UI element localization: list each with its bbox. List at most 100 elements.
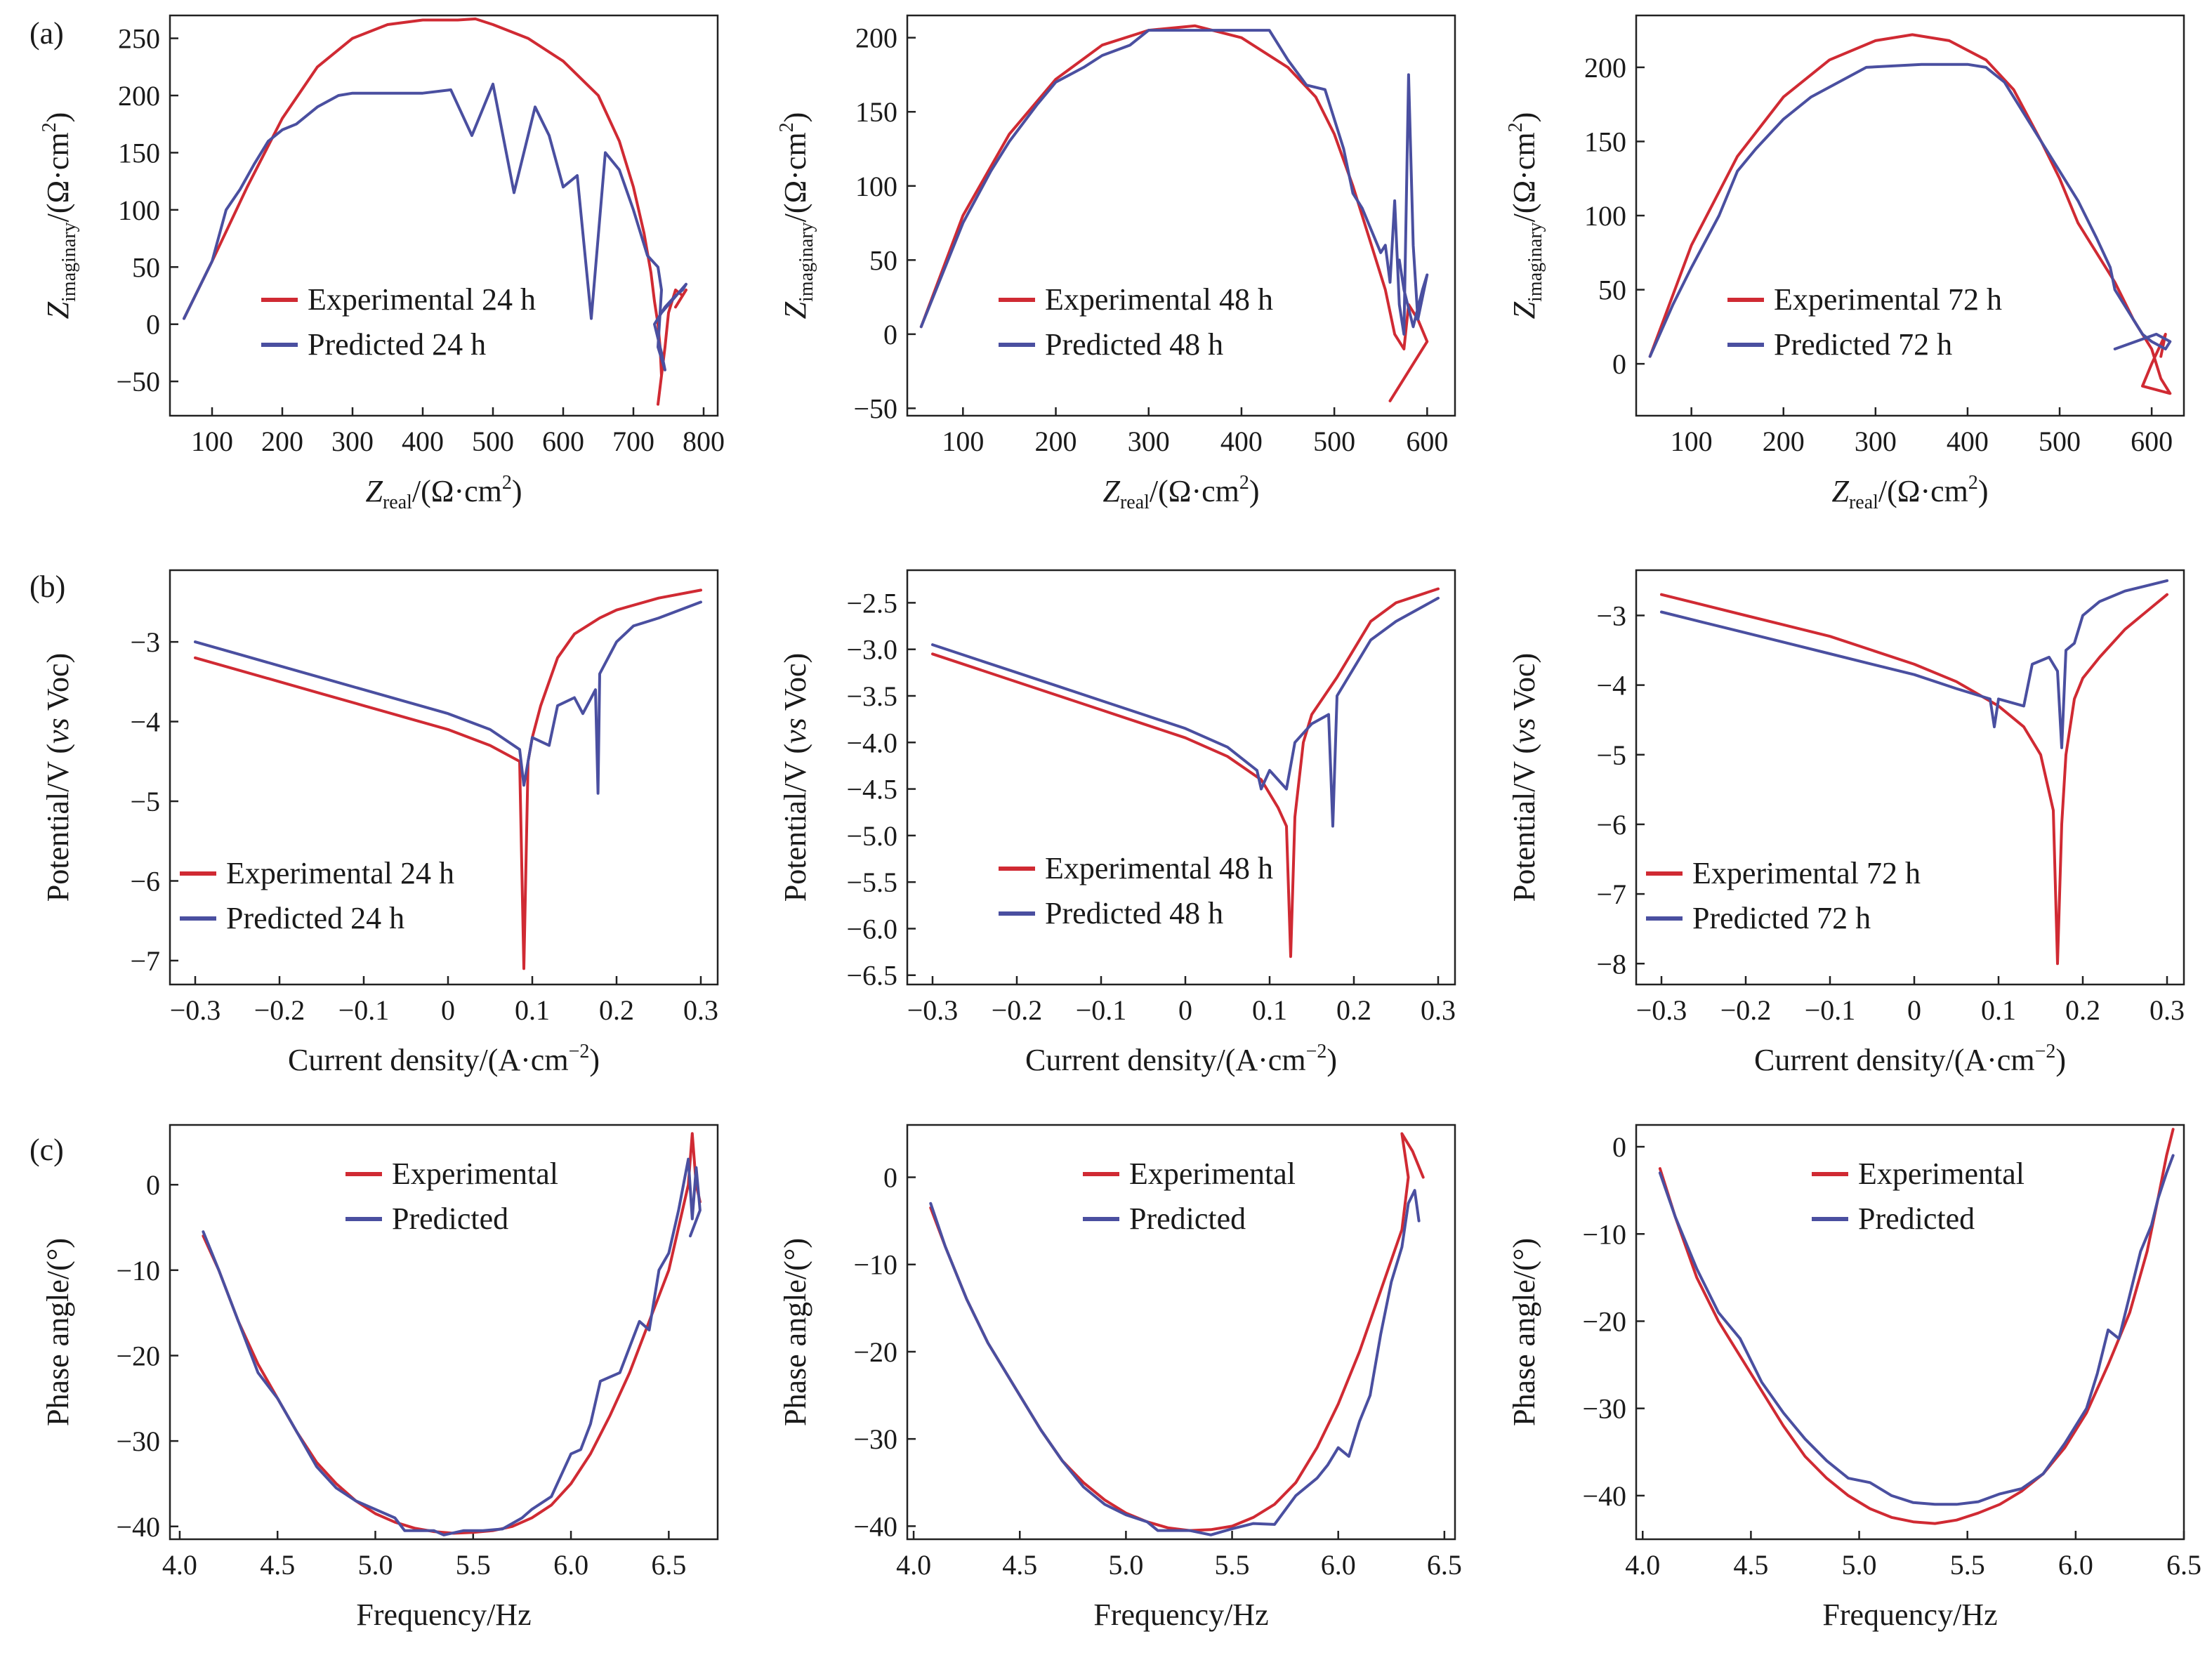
- y-tick-label: −20: [116, 1340, 160, 1371]
- x-label-superscript: 2: [1239, 472, 1249, 494]
- y-tick-label: −7: [130, 945, 160, 977]
- y-label-subscript: imaginary: [1525, 222, 1546, 302]
- x-label-text: Current density/(A·cm: [1754, 1043, 2035, 1077]
- legend-label-experimental: Experimental 48 h: [1045, 851, 1273, 885]
- x-tick-label: 0: [441, 994, 455, 1026]
- plot-frame: [169, 14, 719, 417]
- y-label-vs: vs: [778, 718, 812, 744]
- y-tick-label: 0: [1612, 348, 1626, 380]
- series-line-experimental: [194, 588, 702, 970]
- x-tick-label: −0.2: [992, 994, 1043, 1026]
- x-tick-label: 200: [1035, 426, 1077, 457]
- x-tick-label: 0.2: [2065, 994, 2100, 1026]
- panel-tag-a: (a): [29, 16, 64, 51]
- x-tick-label: 300: [1855, 426, 1897, 457]
- x-axis-label: Frequency/Hz: [1093, 1598, 1268, 1632]
- y-tick-label: −3.5: [846, 680, 897, 712]
- y-label-text: Potential/V (: [1507, 744, 1541, 902]
- y-label-vs: vs: [41, 718, 75, 744]
- x-tick-label: 6.5: [1427, 1549, 1462, 1581]
- x-tick-label: 0.2: [599, 994, 634, 1026]
- x-tick-label: 0.3: [683, 994, 718, 1026]
- x-tick-label: 6.5: [651, 1549, 686, 1581]
- x-label-subscript: real: [1120, 492, 1150, 513]
- y-tick-label: −50: [853, 393, 897, 424]
- x-axis-label: Frequency/Hz: [1822, 1598, 1997, 1632]
- y-tick-label: −10: [1582, 1218, 1626, 1250]
- series-line-experimental: [1648, 33, 2172, 395]
- x-tick-label: 600: [2131, 426, 2173, 457]
- y-tick-label: −8: [1596, 948, 1626, 980]
- y-label-superscript: 2: [39, 122, 60, 132]
- x-label-superscript: −2: [2035, 1041, 2056, 1062]
- x-tick-label: −0.2: [254, 994, 305, 1026]
- y-label-vs: vs: [1507, 718, 1541, 744]
- x-tick-label: 400: [402, 426, 444, 457]
- x-tick-label: 4.5: [260, 1549, 295, 1581]
- plot-frame: [1635, 569, 2185, 986]
- x-label-superscript: 2: [1968, 472, 1978, 494]
- y-tick-label: −5: [1596, 739, 1626, 771]
- series-line-experimental: [929, 1132, 1425, 1532]
- x-tick-label: 5.5: [1215, 1549, 1250, 1581]
- y-tick-label: 200: [118, 80, 160, 112]
- y-tick-label: 100: [855, 171, 897, 202]
- legend-label-predicted: Predicted 24 h: [308, 327, 486, 362]
- x-tick-label: 600: [542, 426, 584, 457]
- series-line-experimental: [183, 17, 687, 406]
- legend-label-experimental: Experimental 24 h: [308, 282, 536, 317]
- x-label-unit: /(Ω·cm: [412, 474, 502, 508]
- chart-c3: 4.0 4.5 5.0 5.5 6.0 6.5 −40 −30 −20 −10 0 Frequency…: [1507, 1124, 2201, 1632]
- x-axis-label: Current density/(A·cm−2): [1754, 1041, 2066, 1077]
- y-tick-label: −20: [1582, 1305, 1626, 1337]
- y-tick-label: −5.0: [846, 820, 897, 852]
- y-tick-label: −6: [1596, 809, 1626, 841]
- x-tick-label: 100: [942, 426, 984, 457]
- y-label-superscript: 2: [776, 122, 798, 132]
- series-line-experimental: [1660, 593, 2168, 966]
- x-tick-label: 400: [1220, 426, 1263, 457]
- x-tick-label: 4.0: [162, 1549, 197, 1581]
- x-label-text: Current density/(A·cm: [1025, 1043, 1306, 1077]
- series-line-experimental: [919, 24, 1429, 402]
- chart-a2: 100 200 300 400 500 600−50050100150200Zreal/(…: [776, 14, 1456, 513]
- legend-label-predicted: Predicted: [1129, 1201, 1246, 1236]
- x-label-close: ): [512, 474, 522, 508]
- series-line-predicted: [1660, 579, 2168, 749]
- plot-frame: [906, 569, 1456, 986]
- x-tick-label: 0.1: [1252, 994, 1287, 1026]
- x-tick-label: −0.1: [1076, 994, 1127, 1026]
- x-label-symbol: Z: [1831, 474, 1849, 508]
- x-axis-label: Frequency/Hz: [356, 1598, 531, 1632]
- y-tick-label: 0: [883, 319, 897, 350]
- x-tick-label: 6.5: [2166, 1549, 2201, 1581]
- legend-label-predicted: Predicted 48 h: [1045, 896, 1223, 930]
- y-tick-label: −30: [1582, 1393, 1626, 1425]
- x-tick-label: 5.0: [1108, 1549, 1143, 1581]
- y-axis-label: Phase angle/(°): [41, 1238, 75, 1426]
- chart-c1: 4.0 4.5 5.0 5.5 6.0 6.5 −40 −30 −20 −10 0 Frequency…: [41, 1124, 719, 1632]
- x-tick-label: 400: [1947, 426, 1989, 457]
- x-tick-label: 5.0: [1842, 1549, 1877, 1581]
- y-tick-label: −3.0: [846, 634, 897, 666]
- x-tick-label: 700: [612, 426, 654, 457]
- x-tick-label: 100: [1671, 426, 1713, 457]
- y-label-unit: /(Ω·cm: [1507, 132, 1541, 222]
- x-label-unit: /(Ω·cm: [1878, 474, 1968, 508]
- y-tick-label: −30: [853, 1423, 897, 1455]
- y-label-text: Potential/V (: [41, 744, 75, 902]
- y-tick-label: −5: [130, 786, 160, 817]
- y-tick-label: 50: [132, 251, 160, 283]
- legend-label-experimental: Experimental 24 h: [226, 856, 454, 890]
- y-tick-label: 50: [1598, 275, 1626, 306]
- y-label-end: Voc): [1507, 653, 1541, 718]
- series-line-predicted: [919, 29, 1429, 336]
- plot-frame: [1635, 1124, 2185, 1541]
- x-tick-label: 800: [683, 426, 725, 457]
- series-line-experimental: [1658, 1128, 2175, 1525]
- series-line-predicted: [931, 596, 1440, 828]
- y-label-close: ): [778, 112, 812, 123]
- series-line-predicted: [183, 82, 687, 371]
- x-label-close: ): [1978, 474, 1989, 508]
- y-axis-label: Potential/V (vs Voc): [1507, 653, 1541, 902]
